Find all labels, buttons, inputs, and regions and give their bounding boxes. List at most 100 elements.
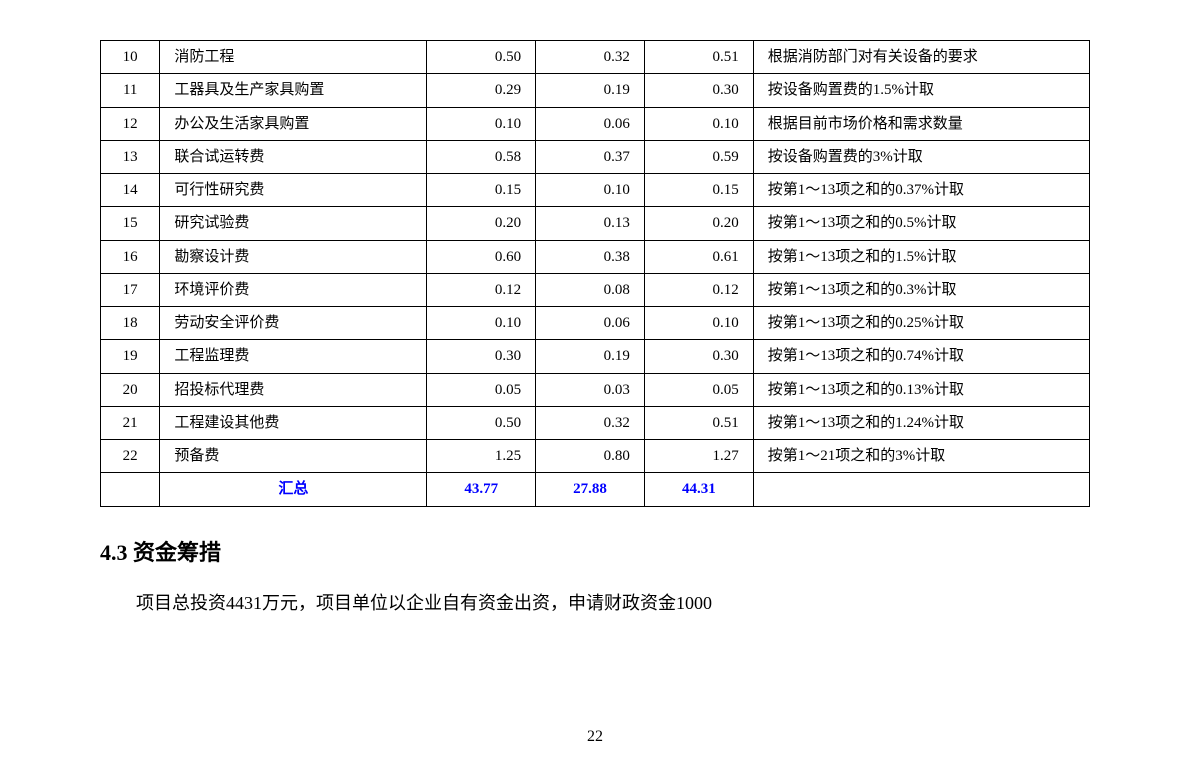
cell-project: 可行性研究费 bbox=[160, 174, 427, 207]
cell-value-3: 0.10 bbox=[644, 307, 753, 340]
cell-index: 15 bbox=[101, 207, 160, 240]
table-row: 10消防工程0.500.320.51根据消防部门对有关设备的要求 bbox=[101, 41, 1090, 74]
cell-value-2: 0.80 bbox=[536, 440, 645, 473]
cell-note: 按第1～13项之和的1.24%计取 bbox=[753, 406, 1089, 439]
cell-value-1: 0.50 bbox=[427, 406, 536, 439]
cell-project: 预备费 bbox=[160, 440, 427, 473]
cell-note: 按设备购置费的3%计取 bbox=[753, 140, 1089, 173]
cell-index bbox=[101, 473, 160, 506]
cell-project: 勘察设计费 bbox=[160, 240, 427, 273]
table-row: 21工程建设其他费0.500.320.51按第1～13项之和的1.24%计取 bbox=[101, 406, 1090, 439]
cell-value-3: 0.05 bbox=[644, 373, 753, 406]
cell-value-2: 27.88 bbox=[536, 473, 645, 506]
cell-value-3: 44.31 bbox=[644, 473, 753, 506]
cell-index: 13 bbox=[101, 140, 160, 173]
cell-project: 消防工程 bbox=[160, 41, 427, 74]
cell-value-1: 0.15 bbox=[427, 174, 536, 207]
cell-value-1: 0.58 bbox=[427, 140, 536, 173]
cell-note: 按设备购置费的1.5%计取 bbox=[753, 74, 1089, 107]
cell-index: 22 bbox=[101, 440, 160, 473]
cost-table-container: 10消防工程0.500.320.51根据消防部门对有关设备的要求11工器具及生产… bbox=[100, 40, 1090, 507]
cell-value-2: 0.03 bbox=[536, 373, 645, 406]
cell-project: 工程监理费 bbox=[160, 340, 427, 373]
cell-note: 按第1～13项之和的0.5%计取 bbox=[753, 207, 1089, 240]
cell-value-3: 0.15 bbox=[644, 174, 753, 207]
cell-index: 17 bbox=[101, 273, 160, 306]
cell-note: 按第1～13项之和的1.5%计取 bbox=[753, 240, 1089, 273]
cell-note: 按第1～13项之和的0.13%计取 bbox=[753, 373, 1089, 406]
table-row: 17环境评价费0.120.080.12按第1～13项之和的0.3%计取 bbox=[101, 273, 1090, 306]
cell-index: 19 bbox=[101, 340, 160, 373]
table-row: 18劳动安全评价费0.100.060.10按第1～13项之和的0.25%计取 bbox=[101, 307, 1090, 340]
cell-value-3: 0.12 bbox=[644, 273, 753, 306]
cell-note: 根据目前市场价格和需求数量 bbox=[753, 107, 1089, 140]
cell-value-3: 0.20 bbox=[644, 207, 753, 240]
cell-value-1: 0.30 bbox=[427, 340, 536, 373]
cell-value-3: 0.10 bbox=[644, 107, 753, 140]
page-number: 22 bbox=[0, 728, 1190, 746]
cell-value-3: 0.51 bbox=[644, 41, 753, 74]
cell-index: 16 bbox=[101, 240, 160, 273]
table-row: 14可行性研究费0.150.100.15按第1～13项之和的0.37%计取 bbox=[101, 174, 1090, 207]
table-row: 20招投标代理费0.050.030.05按第1～13项之和的0.13%计取 bbox=[101, 373, 1090, 406]
cell-value-1: 1.25 bbox=[427, 440, 536, 473]
cell-value-3: 0.51 bbox=[644, 406, 753, 439]
cell-value-2: 0.19 bbox=[536, 74, 645, 107]
cell-project: 招投标代理费 bbox=[160, 373, 427, 406]
cell-index: 10 bbox=[101, 41, 160, 74]
cell-value-2: 0.32 bbox=[536, 406, 645, 439]
cell-note: 按第1～21项之和的3%计取 bbox=[753, 440, 1089, 473]
cell-value-3: 0.59 bbox=[644, 140, 753, 173]
cell-note: 根据消防部门对有关设备的要求 bbox=[753, 41, 1089, 74]
cell-index: 12 bbox=[101, 107, 160, 140]
table-row: 12办公及生活家具购置0.100.060.10根据目前市场价格和需求数量 bbox=[101, 107, 1090, 140]
cell-index: 21 bbox=[101, 406, 160, 439]
table-row: 15研究试验费0.200.130.20按第1～13项之和的0.5%计取 bbox=[101, 207, 1090, 240]
cell-value-1: 0.20 bbox=[427, 207, 536, 240]
cell-value-2: 0.32 bbox=[536, 41, 645, 74]
cell-value-2: 0.10 bbox=[536, 174, 645, 207]
cell-value-3: 1.27 bbox=[644, 440, 753, 473]
table-row-summary: 汇总43.7727.8844.31 bbox=[101, 473, 1090, 506]
table-row: 13联合试运转费0.580.370.59按设备购置费的3%计取 bbox=[101, 140, 1090, 173]
cell-value-3: 0.61 bbox=[644, 240, 753, 273]
cell-project: 工器具及生产家具购置 bbox=[160, 74, 427, 107]
cell-value-1: 0.10 bbox=[427, 107, 536, 140]
cell-project: 劳动安全评价费 bbox=[160, 307, 427, 340]
cell-value-3: 0.30 bbox=[644, 340, 753, 373]
cell-index: 14 bbox=[101, 174, 160, 207]
cell-project: 工程建设其他费 bbox=[160, 406, 427, 439]
cell-project: 办公及生活家具购置 bbox=[160, 107, 427, 140]
table-row: 19工程监理费0.300.190.30按第1～13项之和的0.74%计取 bbox=[101, 340, 1090, 373]
cell-value-1: 0.12 bbox=[427, 273, 536, 306]
cell-value-1: 43.77 bbox=[427, 473, 536, 506]
cell-value-1: 0.05 bbox=[427, 373, 536, 406]
cell-note: 按第1～13项之和的0.37%计取 bbox=[753, 174, 1089, 207]
cell-value-1: 0.50 bbox=[427, 41, 536, 74]
cost-table: 10消防工程0.500.320.51根据消防部门对有关设备的要求11工器具及生产… bbox=[100, 40, 1090, 507]
cell-value-1: 0.29 bbox=[427, 74, 536, 107]
cell-note: 按第1～13项之和的0.74%计取 bbox=[753, 340, 1089, 373]
cell-value-2: 0.19 bbox=[536, 340, 645, 373]
cell-project: 汇总 bbox=[160, 473, 427, 506]
cell-note: 按第1～13项之和的0.25%计取 bbox=[753, 307, 1089, 340]
cell-value-1: 0.10 bbox=[427, 307, 536, 340]
cell-index: 11 bbox=[101, 74, 160, 107]
section-title: 4.3 资金筹措 bbox=[100, 535, 1090, 567]
cell-index: 18 bbox=[101, 307, 160, 340]
cell-value-2: 0.37 bbox=[536, 140, 645, 173]
cell-value-1: 0.60 bbox=[427, 240, 536, 273]
cell-value-2: 0.08 bbox=[536, 273, 645, 306]
cell-project: 研究试验费 bbox=[160, 207, 427, 240]
cell-index: 20 bbox=[101, 373, 160, 406]
table-row: 16勘察设计费0.600.380.61按第1～13项之和的1.5%计取 bbox=[101, 240, 1090, 273]
section-paragraph: 项目总投资4431万元，项目单位以企业自有资金出资，申请财政资金1000 bbox=[100, 585, 1090, 621]
table-row: 11工器具及生产家具购置0.290.190.30按设备购置费的1.5%计取 bbox=[101, 74, 1090, 107]
cell-project: 环境评价费 bbox=[160, 273, 427, 306]
cell-project: 联合试运转费 bbox=[160, 140, 427, 173]
table-row: 22预备费1.250.801.27按第1～21项之和的3%计取 bbox=[101, 440, 1090, 473]
cell-note bbox=[753, 473, 1089, 506]
cell-value-2: 0.13 bbox=[536, 207, 645, 240]
cell-note: 按第1～13项之和的0.3%计取 bbox=[753, 273, 1089, 306]
cell-value-2: 0.06 bbox=[536, 307, 645, 340]
